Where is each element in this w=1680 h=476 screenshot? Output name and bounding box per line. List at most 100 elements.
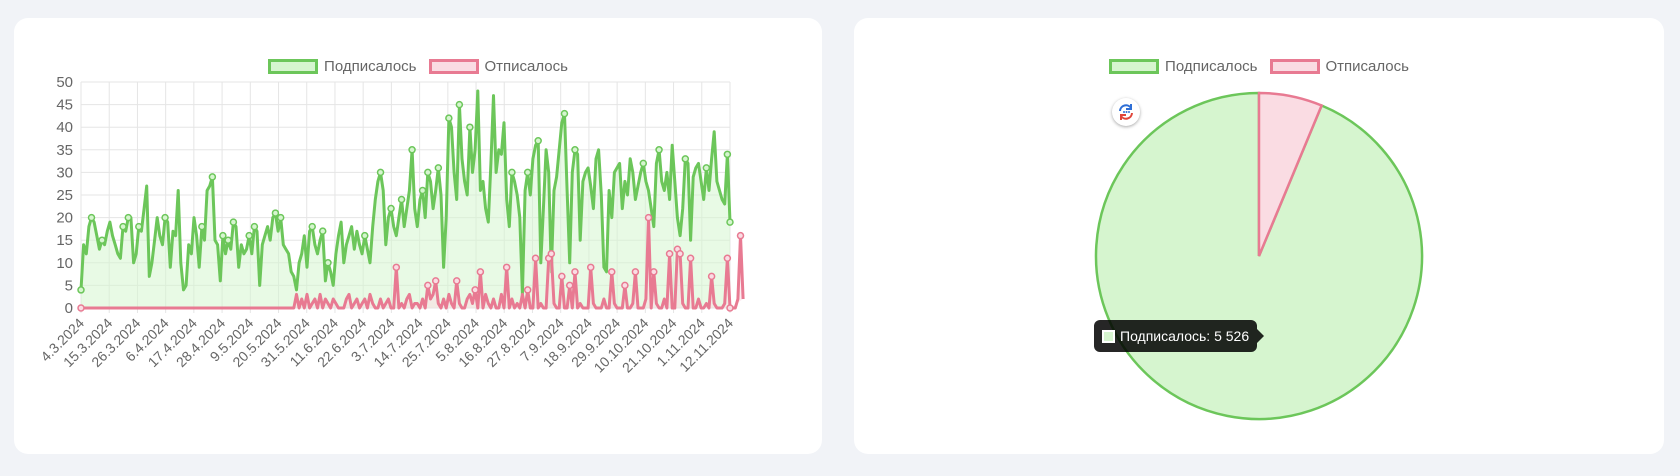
data-point (387, 204, 395, 213)
y-tick-label: 0 (65, 300, 73, 317)
data-point (665, 250, 674, 258)
data-point (726, 304, 734, 312)
data-point (224, 236, 232, 244)
data-point (508, 168, 516, 177)
data-point (245, 231, 253, 240)
series-line-1 (81, 216, 745, 310)
data-point (650, 268, 658, 276)
series-area-1 (81, 217, 744, 308)
data-point (639, 159, 648, 168)
data-point (621, 281, 629, 290)
y-tick-label: 5 (65, 277, 73, 294)
series-line-0 (79, 89, 732, 296)
data-point (87, 213, 96, 222)
pie-legend-label-subscribed: Подписалось (1165, 58, 1258, 75)
pie-tooltip: Подписалось: 5 526 (1094, 320, 1265, 352)
y-tick-label: 25 (56, 187, 73, 204)
y-tick-label: 30 (56, 164, 73, 181)
pie-legend-item-subscribed[interactable]: Подписалось (1109, 58, 1258, 75)
data-point (476, 268, 485, 276)
data-point (726, 218, 734, 226)
data-point (77, 286, 85, 294)
data-point (736, 231, 745, 240)
data-point (452, 277, 461, 285)
data-point (408, 146, 416, 154)
data-point (571, 146, 579, 154)
line-chart-card: Подписалось Отписалось 0 5 10 15 20 25 30 35 40 4… (14, 18, 822, 454)
data-point (686, 254, 695, 263)
pie-legend: Подписалось Отписалось (854, 58, 1664, 75)
data-point (208, 173, 217, 181)
legend-label-subscribed: Подписалось (324, 58, 417, 75)
data-point (424, 168, 432, 177)
data-point (586, 263, 595, 272)
y-tick-label: 15 (56, 232, 73, 249)
data-point (608, 268, 616, 276)
data-point (502, 263, 511, 272)
pie-legend-item-unsubscribed[interactable]: Отписалось (1269, 58, 1409, 75)
data-point (124, 213, 133, 222)
data-point (98, 236, 106, 244)
data-point (271, 209, 280, 217)
data-point (560, 109, 569, 118)
data-point (466, 123, 474, 131)
data-point (392, 263, 401, 272)
data-point (418, 186, 427, 195)
tooltip-text: Подписалось: 5 526 (1120, 328, 1250, 344)
data-point (424, 281, 432, 290)
data-point (376, 168, 385, 177)
legend-swatch-subscribed (268, 59, 319, 74)
data-point (318, 227, 327, 235)
data-point (455, 100, 464, 109)
data-point (655, 146, 663, 154)
y-tick-label: 40 (56, 119, 73, 136)
data-point (276, 213, 285, 222)
legend-item-unsubscribed[interactable]: Отписалось (428, 58, 568, 75)
data-point (558, 272, 566, 281)
pie-legend-swatch-unsubscribed (1269, 59, 1320, 74)
data-point (707, 272, 716, 281)
data-point (523, 168, 532, 177)
data-point (471, 286, 479, 294)
data-point (77, 304, 85, 312)
data-point (198, 222, 206, 231)
data-point (723, 254, 732, 263)
data-point (324, 259, 332, 267)
sync-icon[interactable] (1112, 98, 1140, 126)
legend-label-unsubscribed: Отписалось (484, 58, 568, 75)
data-point (571, 268, 579, 276)
data-point (361, 231, 369, 240)
y-tick-label: 10 (56, 255, 73, 272)
legend-item-subscribed[interactable]: Подписалось (268, 58, 417, 75)
data-point (723, 150, 732, 159)
y-tick-label: 35 (56, 142, 73, 159)
pie-slice-1 (1257, 91, 1324, 257)
data-point (119, 222, 127, 231)
data-point (644, 213, 653, 222)
data-point (681, 155, 690, 163)
data-point (308, 222, 316, 231)
data-point (229, 218, 238, 226)
data-point (434, 164, 443, 172)
data-point (445, 114, 453, 122)
data-point (676, 250, 684, 258)
data-point (534, 137, 542, 145)
line-chart: 051015202530354045504.3.202415.3.202426.… (37, 74, 745, 376)
data-point (135, 222, 143, 231)
data-point (631, 268, 640, 276)
data-point (523, 286, 532, 294)
pie-chart-card: Подписалось Отписалось Подписалось: 5 52… (854, 18, 1664, 454)
data-point (431, 277, 440, 285)
pie-legend-swatch-subscribed (1109, 59, 1160, 74)
line-legend: Подписалось Отписалось (14, 58, 822, 75)
data-point (531, 254, 540, 263)
data-point (161, 213, 169, 222)
data-point (565, 281, 574, 290)
data-point (219, 231, 227, 240)
data-point (547, 250, 556, 258)
data-point (397, 195, 406, 204)
tooltip-swatch (1102, 329, 1115, 343)
data-point (702, 164, 711, 172)
legend-swatch-unsubscribed (428, 59, 479, 74)
y-tick-label: 20 (56, 210, 73, 227)
